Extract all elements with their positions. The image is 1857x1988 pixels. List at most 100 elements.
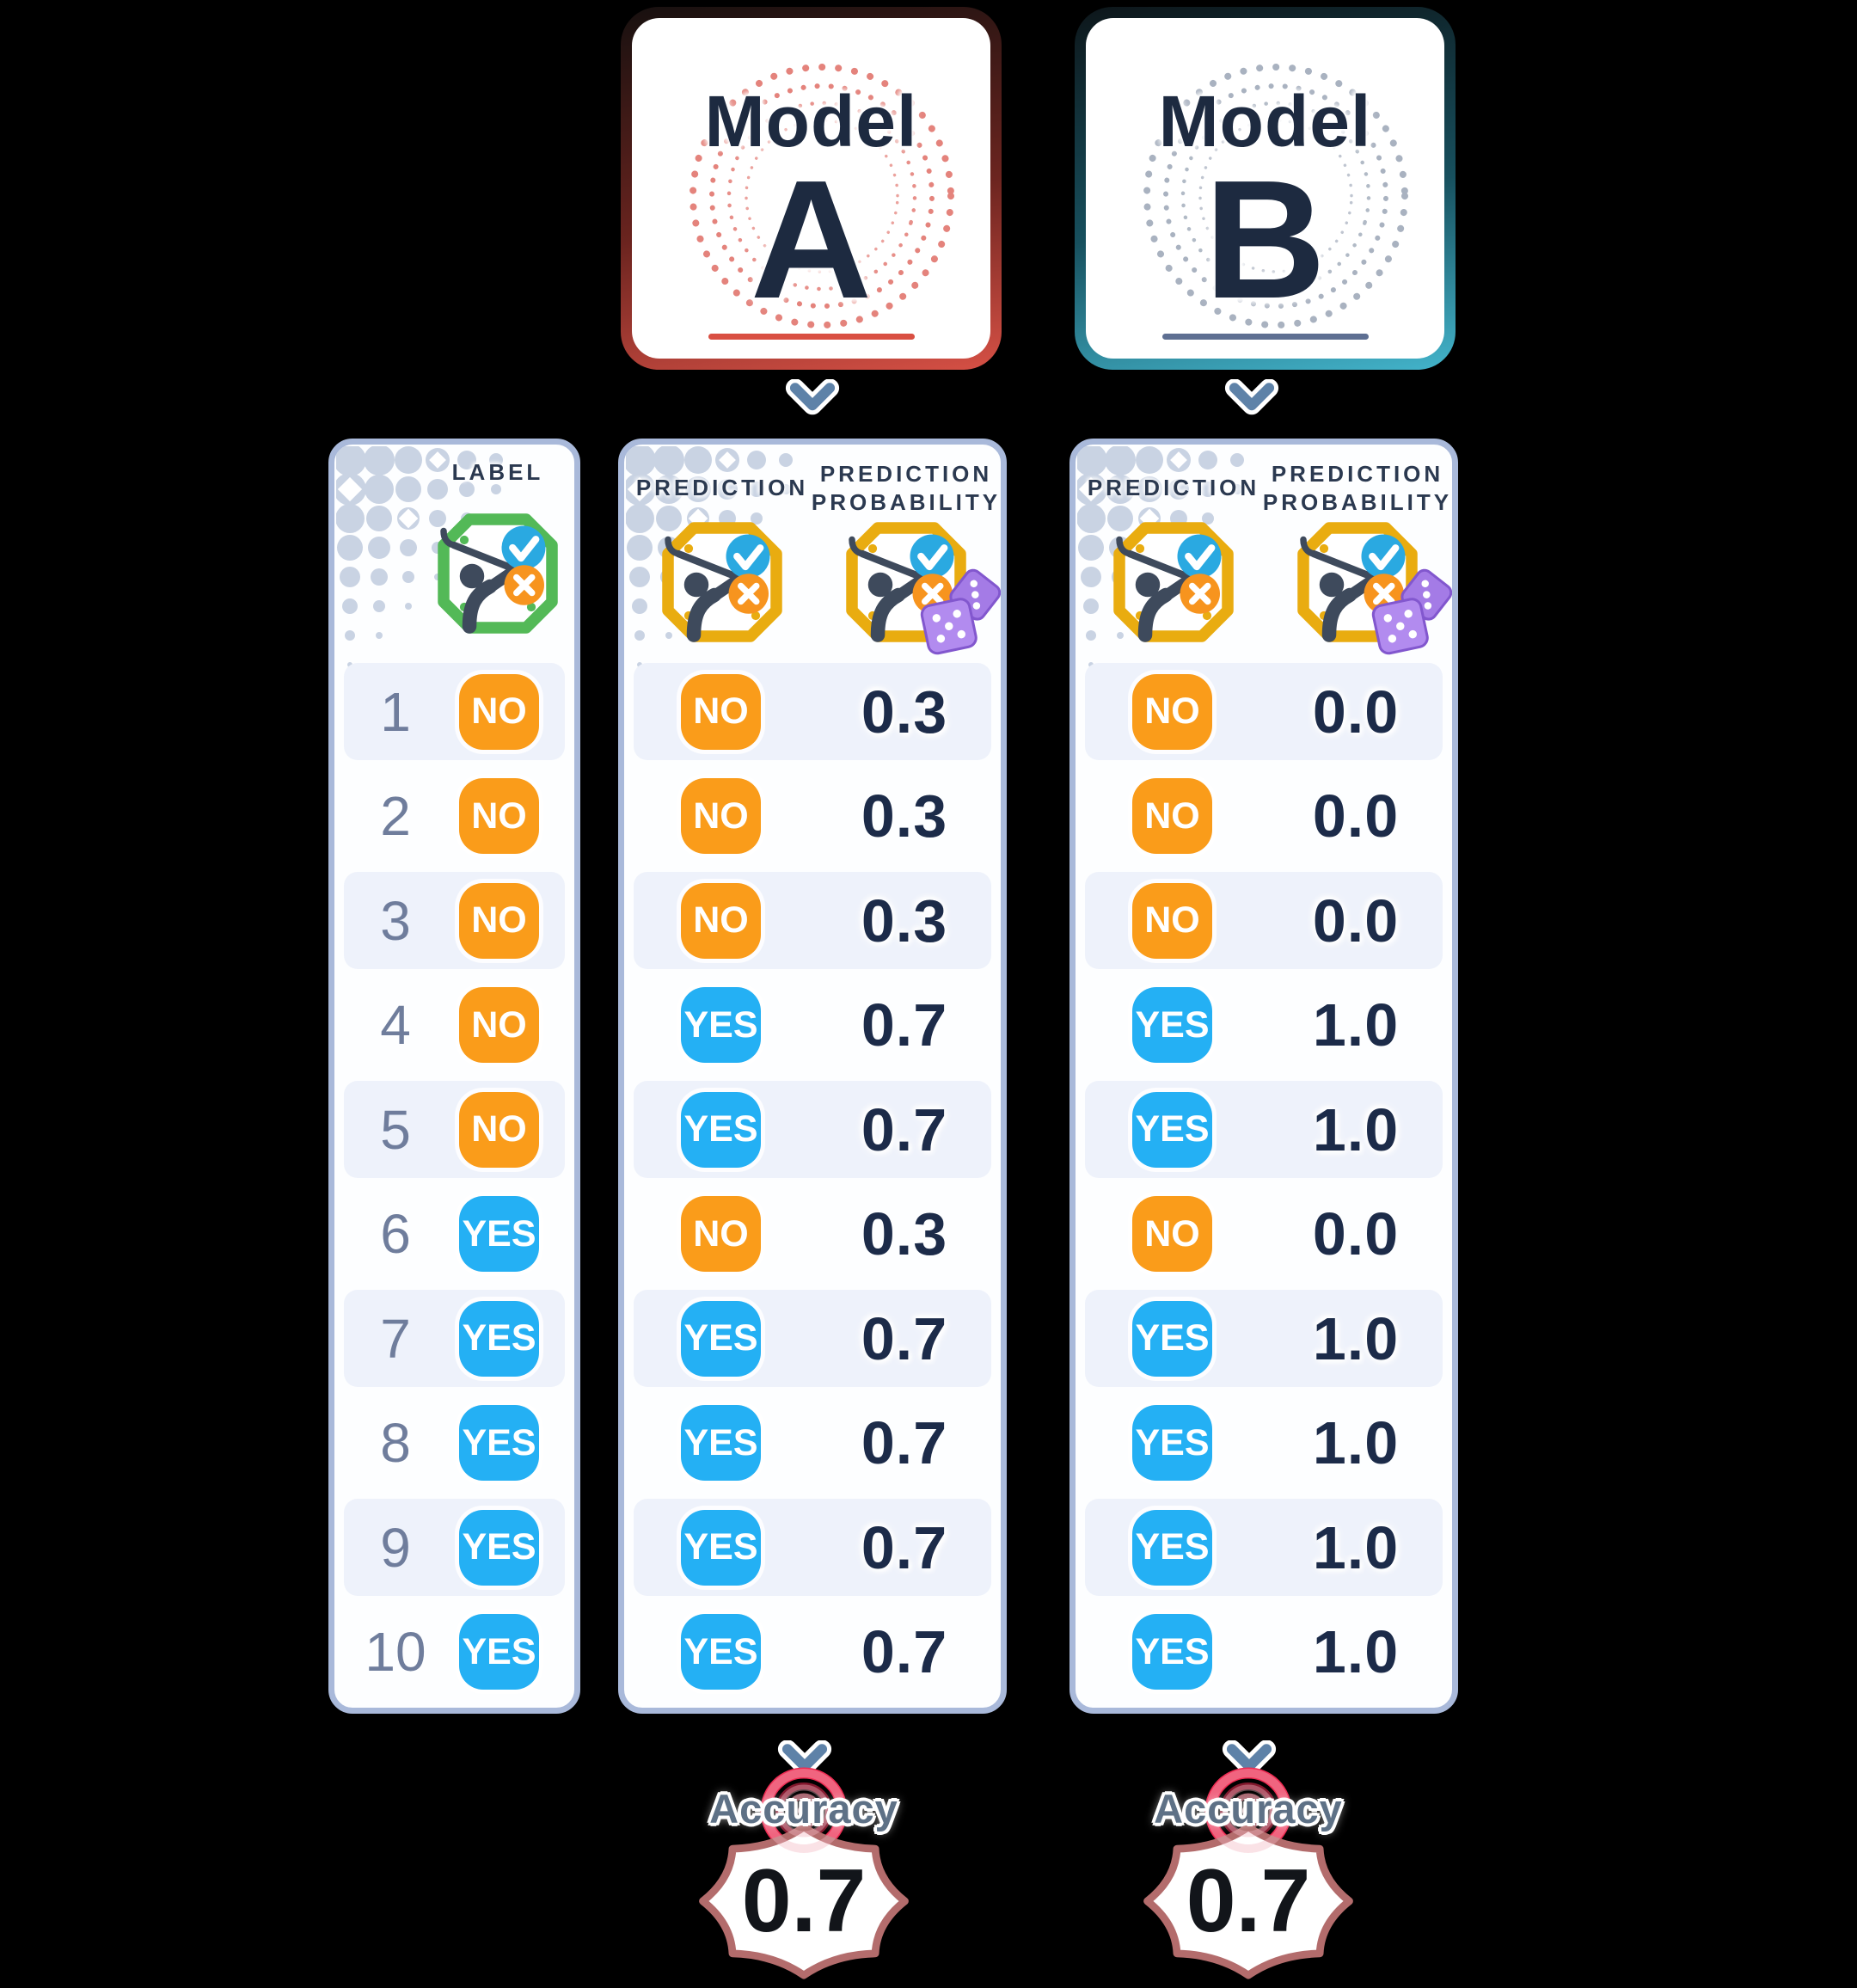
dice-icon bbox=[1358, 561, 1458, 666]
model-a-letter: A bbox=[750, 145, 873, 334]
probability-value: 0.7 bbox=[861, 1095, 948, 1163]
label-row: 6 YES bbox=[344, 1186, 565, 1283]
model-b-accuracy-value: 0.7 bbox=[1186, 1850, 1311, 1951]
ground-truth-label-icon bbox=[433, 509, 562, 638]
prediction-badge: NO bbox=[1132, 673, 1212, 750]
label-row: 9 YES bbox=[344, 1499, 565, 1596]
model-a-card: Model A bbox=[621, 7, 1002, 370]
label-badge: NO bbox=[459, 1091, 539, 1168]
label-badge: NO bbox=[459, 778, 539, 854]
probability-value: 0.3 bbox=[861, 782, 948, 850]
prediction-column-header: PREDICTION bbox=[635, 475, 809, 500]
prediction-row: YES 0.7 bbox=[634, 1499, 991, 1596]
row-index: 1 bbox=[380, 680, 411, 743]
row-index: 9 bbox=[380, 1516, 411, 1579]
label-badge: NO bbox=[459, 987, 539, 1063]
model-b-rows: NO 0.0 NO 0.0 NO 0.0 YES 1.0 YES 1.0 NO 0.0 YE… bbox=[1085, 663, 1443, 1701]
label-column-header: LABEL bbox=[451, 459, 544, 485]
model-b-accuracy-label: Accuracy bbox=[1154, 1786, 1343, 1832]
prediction-badge: YES bbox=[681, 987, 761, 1063]
label-row: 3 NO bbox=[344, 872, 565, 969]
prediction-badge: NO bbox=[681, 778, 761, 854]
prediction-row: YES 1.0 bbox=[1085, 1290, 1443, 1387]
label-badge: YES bbox=[459, 1614, 539, 1690]
row-index: 5 bbox=[380, 1098, 411, 1161]
prediction-row: YES 1.0 bbox=[1085, 1604, 1443, 1701]
prediction-row: YES 1.0 bbox=[1085, 1081, 1443, 1178]
model-a-table: PREDICTION PREDICTION PROBABILITY NO 0.3 … bbox=[618, 439, 1007, 1714]
model-b-card-inner: Model B bbox=[1086, 18, 1444, 359]
prediction-row: NO 0.3 bbox=[634, 663, 991, 760]
prediction-badge: YES bbox=[681, 1614, 761, 1690]
prediction-badge: NO bbox=[1132, 1196, 1212, 1272]
prediction-row: YES 1.0 bbox=[1085, 1395, 1443, 1492]
prediction-icon bbox=[1109, 518, 1238, 647]
chevron-down-icon bbox=[1224, 379, 1279, 419]
probability-header-line2: PROBABILITY bbox=[1262, 489, 1453, 515]
prediction-row: YES 1.0 bbox=[1085, 977, 1443, 1074]
label-badge: YES bbox=[459, 1300, 539, 1377]
label-row: 2 NO bbox=[344, 768, 565, 865]
model-a-rows: NO 0.3 NO 0.3 NO 0.3 YES 0.7 YES 0.7 NO 0.3 YE… bbox=[634, 663, 991, 1701]
model-a-card-inner: Model A bbox=[632, 18, 990, 359]
label-row: 4 NO bbox=[344, 977, 565, 1074]
prediction-badge: YES bbox=[681, 1405, 761, 1481]
chevron-down-icon bbox=[785, 379, 840, 419]
label-row: 8 YES bbox=[344, 1395, 565, 1492]
model-a-word: Model bbox=[704, 81, 918, 162]
label-badge: NO bbox=[459, 673, 539, 750]
prediction-row: NO 0.3 bbox=[634, 872, 991, 969]
prediction-badge: YES bbox=[681, 1300, 761, 1377]
label-rows: 1 NO 2 NO 3 NO 4 NO 5 NO 6 YES 7 YES 8 YES 9 YES … bbox=[344, 663, 565, 1701]
label-table: LABEL 1 NO 2 NO 3 NO 4 NO 5 NO 6 YES 7 YES 8 YES… bbox=[328, 439, 580, 1714]
prediction-row: NO 0.0 bbox=[1085, 872, 1443, 969]
label-badge: YES bbox=[459, 1405, 539, 1481]
prediction-badge: NO bbox=[681, 1196, 761, 1272]
prediction-row: YES 0.7 bbox=[634, 1081, 991, 1178]
prediction-row: NO 0.0 bbox=[1085, 1186, 1443, 1283]
probability-header-line2: PROBABILITY bbox=[811, 489, 1002, 515]
probability-value: 0.7 bbox=[861, 991, 948, 1058]
probability-value: 0.7 bbox=[861, 1409, 948, 1476]
probability-value: 0.7 bbox=[861, 1618, 948, 1685]
probability-value: 1.0 bbox=[1312, 1095, 1400, 1163]
prediction-badge: NO bbox=[1132, 882, 1212, 959]
prediction-row: YES 0.7 bbox=[634, 1604, 991, 1701]
prediction-column-header: PREDICTION bbox=[1087, 475, 1260, 500]
prediction-badge: YES bbox=[1132, 1300, 1212, 1377]
prediction-row: YES 0.7 bbox=[634, 1395, 991, 1492]
prediction-badge: NO bbox=[681, 882, 761, 959]
prediction-row: YES 1.0 bbox=[1085, 1499, 1443, 1596]
row-index: 8 bbox=[380, 1412, 411, 1474]
prediction-row: YES 0.7 bbox=[634, 977, 991, 1074]
model-b-word: Model bbox=[1158, 81, 1372, 162]
row-index: 10 bbox=[365, 1621, 426, 1683]
row-index: 2 bbox=[380, 785, 411, 847]
row-index: 7 bbox=[380, 1307, 411, 1370]
prediction-probability-icon bbox=[1293, 518, 1422, 647]
label-row: 5 NO bbox=[344, 1081, 565, 1178]
model-b-table: PREDICTION PREDICTION PROBABILITY NO 0.0 … bbox=[1069, 439, 1458, 1714]
label-badge: YES bbox=[459, 1509, 539, 1586]
model-b-card: Model B bbox=[1075, 7, 1456, 370]
prediction-row: YES 0.7 bbox=[634, 1290, 991, 1387]
dice-icon bbox=[907, 561, 1007, 666]
probability-value: 0.0 bbox=[1312, 782, 1400, 850]
model-b-underline bbox=[1161, 334, 1369, 340]
prediction-badge: YES bbox=[1132, 1614, 1212, 1690]
probability-value: 0.7 bbox=[861, 1513, 948, 1581]
row-index: 6 bbox=[380, 1203, 411, 1265]
probability-value: 0.0 bbox=[1312, 1200, 1400, 1267]
label-row: 7 YES bbox=[344, 1290, 565, 1387]
probability-header-line1: PREDICTION bbox=[1271, 461, 1444, 487]
model-a-accuracy-label: Accuracy bbox=[709, 1786, 898, 1832]
prediction-row: NO 0.3 bbox=[634, 1186, 991, 1283]
prediction-badge: YES bbox=[1132, 987, 1212, 1063]
prediction-badge: YES bbox=[681, 1509, 761, 1586]
probability-value: 1.0 bbox=[1312, 1618, 1400, 1685]
prediction-row: NO 0.0 bbox=[1085, 768, 1443, 865]
row-index: 4 bbox=[380, 994, 411, 1056]
probability-header-line1: PREDICTION bbox=[819, 461, 993, 487]
label-row: 10 YES bbox=[344, 1604, 565, 1701]
